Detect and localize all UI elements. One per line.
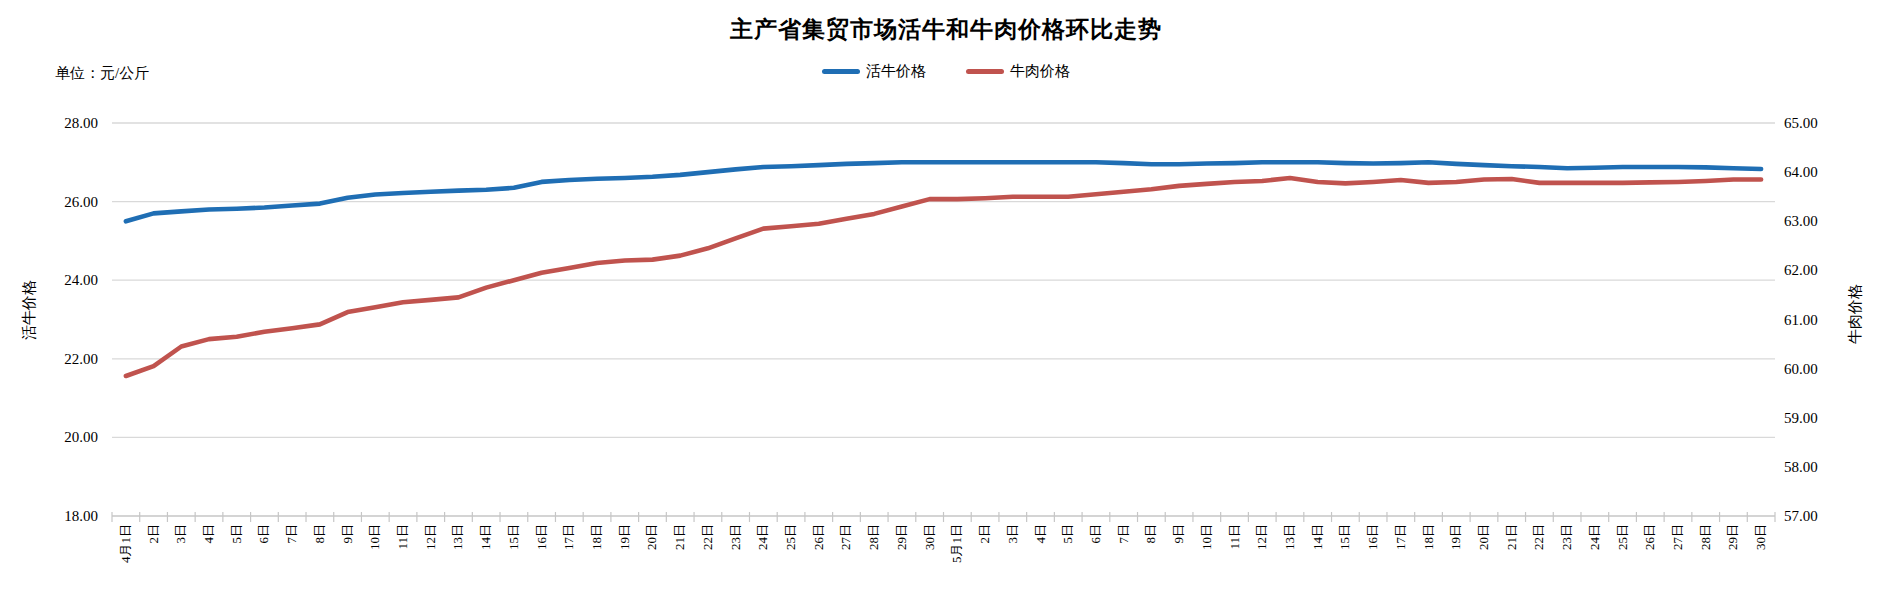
x-axis-tick-label: 13日 (1283, 524, 1297, 594)
x-axis-tick-label: 10日 (368, 524, 382, 594)
right-axis-tick-label: 59.00 (1784, 409, 1864, 427)
right-axis-tick-label: 60.00 (1784, 360, 1864, 378)
x-axis-tick-label: 28日 (867, 524, 881, 594)
legend-item-live-cattle[interactable]: 活牛价格 (822, 62, 926, 81)
x-axis-tick-label: 2日 (978, 524, 992, 594)
x-axis-tick-label: 7日 (1117, 524, 1131, 594)
x-axis-tick-label: 16日 (535, 524, 549, 594)
x-axis-tick-label: 17日 (562, 524, 576, 594)
left-axis-tick-label: 20.00 (18, 428, 98, 446)
x-axis-tick-label: 29日 (895, 524, 909, 594)
x-axis-tick-label: 3日 (1006, 524, 1020, 594)
x-axis-tick-label: 24日 (756, 524, 770, 594)
x-axis-tick-label: 13日 (451, 524, 465, 594)
x-axis-tick-label: 29日 (1726, 524, 1740, 594)
x-axis-tick-label: 5日 (230, 524, 244, 594)
x-axis-tick-label: 15日 (1338, 524, 1352, 594)
left-axis-tick-label: 26.00 (18, 193, 98, 211)
x-axis-tick-label: 30日 (923, 524, 937, 594)
x-axis-tick-label: 23日 (1560, 524, 1574, 594)
x-axis-tick-label: 2日 (147, 524, 161, 594)
x-axis-tick-label: 7日 (285, 524, 299, 594)
x-axis-tick-label: 22日 (1532, 524, 1546, 594)
x-axis-tick-label: 25日 (1616, 524, 1630, 594)
x-axis-tick-label: 15日 (507, 524, 521, 594)
chart-title: 主产省集贸市场活牛和牛肉价格环比走势 (0, 14, 1892, 45)
legend-label-live-cattle: 活牛价格 (866, 62, 926, 81)
x-axis-tick-label: 11日 (1228, 524, 1242, 594)
series-line-live-cattle (126, 162, 1761, 221)
x-axis-tick-label: 27日 (839, 524, 853, 594)
x-axis-tick-label: 12日 (1255, 524, 1269, 594)
left-axis-tick-label: 24.00 (18, 271, 98, 289)
series-line-beef (126, 178, 1761, 376)
x-axis-tick-label: 4月1日 (119, 524, 133, 594)
x-axis-tick-label: 8日 (313, 524, 327, 594)
x-axis-tick-label: 6日 (1089, 524, 1103, 594)
x-axis-tick-label: 21日 (1505, 524, 1519, 594)
price-trend-chart: 主产省集贸市场活牛和牛肉价格环比走势 单位：元/公斤 活牛价格 牛肉价格 活牛价… (0, 0, 1892, 599)
x-axis-tick-label: 18日 (1422, 524, 1436, 594)
x-axis-tick-label: 30日 (1754, 524, 1768, 594)
legend-item-beef[interactable]: 牛肉价格 (966, 62, 1070, 81)
x-axis-tick-label: 5日 (1061, 524, 1075, 594)
legend-label-beef: 牛肉价格 (1010, 62, 1070, 81)
x-axis-tick-label: 9日 (341, 524, 355, 594)
x-axis-tick-label: 20日 (645, 524, 659, 594)
x-axis-tick-label: 23日 (729, 524, 743, 594)
right-axis-tick-label: 63.00 (1784, 212, 1864, 230)
x-axis-tick-label: 21日 (673, 524, 687, 594)
x-axis-tick-label: 27日 (1671, 524, 1685, 594)
right-axis-tick-label: 64.00 (1784, 163, 1864, 181)
x-axis-tick-label: 4日 (202, 524, 216, 594)
x-axis-tick-label: 18日 (590, 524, 604, 594)
live-cattle-line-swatch-icon (822, 69, 860, 74)
x-axis-tick-label: 19日 (618, 524, 632, 594)
x-axis-tick-label: 16日 (1366, 524, 1380, 594)
right-axis-tick-label: 65.00 (1784, 114, 1864, 132)
left-axis-tick-label: 28.00 (18, 114, 98, 132)
x-axis-tick-label: 19日 (1449, 524, 1463, 594)
x-axis-tick-label: 5月1日 (950, 524, 964, 594)
x-axis-tick-label: 28日 (1699, 524, 1713, 594)
right-axis-tick-label: 61.00 (1784, 311, 1864, 329)
x-axis-tick-label: 22日 (701, 524, 715, 594)
x-axis-tick-label: 11日 (396, 524, 410, 594)
x-axis-tick-label: 24日 (1588, 524, 1602, 594)
x-axis-tick-label: 20日 (1477, 524, 1491, 594)
x-axis-tick-label: 17日 (1394, 524, 1408, 594)
right-axis-tick-label: 58.00 (1784, 458, 1864, 476)
right-axis-tick-label: 62.00 (1784, 261, 1864, 279)
right-axis-tick-label: 57.00 (1784, 507, 1864, 525)
x-axis-tick-label: 8日 (1144, 524, 1158, 594)
x-axis-tick-label: 9日 (1172, 524, 1186, 594)
x-axis-tick-label: 26日 (1643, 524, 1657, 594)
x-axis-tick-label: 6日 (257, 524, 271, 594)
x-axis-tick-label: 14日 (1311, 524, 1325, 594)
x-axis-tick-label: 25日 (784, 524, 798, 594)
x-axis-tick-label: 3日 (174, 524, 188, 594)
left-axis-tick-label: 18.00 (18, 507, 98, 525)
left-axis-tick-label: 22.00 (18, 350, 98, 368)
x-axis-tick-label: 26日 (812, 524, 826, 594)
legend: 活牛价格 牛肉价格 (0, 62, 1892, 81)
beef-line-swatch-icon (966, 69, 1004, 74)
x-axis-tick-label: 4日 (1034, 524, 1048, 594)
x-axis-tick-label: 12日 (424, 524, 438, 594)
x-axis-tick-label: 10日 (1200, 524, 1214, 594)
plot-area (0, 0, 1892, 599)
x-axis-tick-label: 14日 (479, 524, 493, 594)
